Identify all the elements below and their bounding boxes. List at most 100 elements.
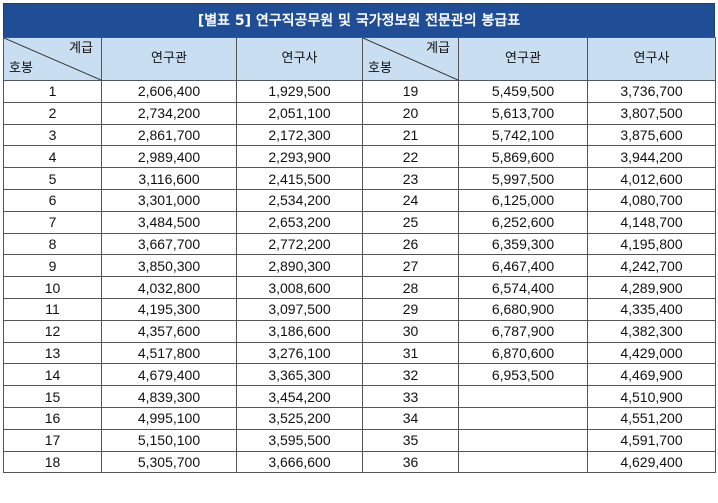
step-label: 호봉: [9, 61, 33, 76]
step-cell: 15: [3, 385, 102, 408]
step-cell: 21: [362, 123, 459, 147]
step-cell: 26: [362, 232, 459, 256]
table-row: 9 3,850,300 2,890,300 27 6,467,400 4,242,700: [3, 254, 716, 278]
researcher-salary-cell: 2,172,300: [236, 123, 363, 147]
senior-salary-cell: 4,995,100: [101, 406, 237, 430]
table-row: 10 4,032,800 3,008,600 28 6,574,400 4,289,900: [3, 276, 716, 299]
researcher-salary-cell: 1,929,500: [236, 80, 363, 103]
researcher-salary-cell: 2,293,900: [236, 145, 363, 169]
step-cell: 12: [3, 319, 102, 343]
step-cell: 7: [3, 210, 102, 234]
table-row: 3 2,861,700 2,172,300 21 5,742,100 3,875,600: [3, 123, 716, 147]
senior-salary-cell: 2,861,700: [101, 123, 237, 147]
researcher-salary-cell: 4,429,000: [587, 341, 716, 365]
table-row: 17 5,150,100 3,595,500 35 4,591,700: [3, 428, 716, 452]
senior-salary-cell: 6,574,400: [458, 276, 588, 299]
senior-salary-cell: [458, 428, 588, 452]
researcher-salary-cell: 4,591,700: [587, 428, 716, 452]
step-cell: 25: [362, 210, 459, 234]
header-senior-researcher-left: 연구관: [101, 37, 237, 81]
step-cell: 34: [362, 406, 459, 430]
senior-salary-cell: 5,997,500: [458, 167, 588, 190]
step-cell: 30: [362, 319, 459, 343]
diagonal-line: [4, 38, 101, 80]
researcher-salary-cell: 4,551,200: [587, 406, 716, 430]
researcher-salary-cell: 3,807,500: [587, 101, 716, 125]
step-label: 호봉: [368, 61, 392, 76]
header-diagonal-cell-right: 계급 호봉: [362, 37, 459, 81]
researcher-salary-cell: 2,772,200: [236, 232, 363, 256]
table-title: [별표 5] 연구직공무원 및 국가정보원 전문관의 봉급표: [3, 3, 715, 37]
senior-salary-cell: 6,787,900: [458, 319, 588, 343]
table-row: 5 3,116,600 2,415,500 23 5,997,500 4,012,600: [3, 167, 716, 190]
header-row: 계급 호봉 연구관 연구사 계급 호봉 연구관 연구사: [3, 37, 716, 81]
table-row: 18 5,305,700 3,666,600 36 4,629,400: [3, 450, 716, 474]
step-cell: 32: [362, 363, 459, 387]
researcher-salary-cell: 3,525,200: [236, 406, 363, 430]
step-cell: 2: [3, 101, 102, 125]
step-cell: 4: [3, 145, 102, 169]
senior-salary-cell: 4,517,800: [101, 341, 237, 365]
researcher-salary-cell: 4,335,400: [587, 297, 716, 321]
senior-salary-cell: 4,679,400: [101, 363, 237, 387]
researcher-salary-cell: 2,890,300: [236, 254, 363, 278]
step-cell: 20: [362, 101, 459, 125]
senior-salary-cell: 5,459,500: [458, 80, 588, 103]
grade-label: 계급: [426, 41, 450, 56]
diagonal-line: [363, 38, 458, 80]
senior-salary-cell: 2,734,200: [101, 101, 237, 125]
senior-salary-cell: 5,869,600: [458, 145, 588, 169]
step-cell: 17: [3, 428, 102, 452]
table-row: 8 3,667,700 2,772,200 26 6,359,300 4,195,800: [3, 232, 716, 256]
header-diagonal-cell-left: 계급 호봉: [3, 37, 102, 81]
senior-salary-cell: 6,252,600: [458, 210, 588, 234]
step-cell: 18: [3, 450, 102, 474]
researcher-salary-cell: 3,008,600: [236, 276, 363, 299]
senior-salary-cell: 4,195,300: [101, 297, 237, 321]
step-cell: 29: [362, 297, 459, 321]
researcher-salary-cell: 3,595,500: [236, 428, 363, 452]
senior-salary-cell: 6,870,600: [458, 341, 588, 365]
step-cell: 1: [3, 80, 102, 103]
senior-salary-cell: 6,467,400: [458, 254, 588, 278]
salary-table: 계급 호봉 연구관 연구사 계급 호봉 연구관 연구사 1 2,606,400 1,…: [3, 37, 716, 474]
senior-salary-cell: [458, 450, 588, 474]
researcher-salary-cell: 3,097,500: [236, 297, 363, 321]
step-cell: 5: [3, 167, 102, 190]
researcher-salary-cell: 4,080,700: [587, 188, 716, 212]
senior-salary-cell: 2,606,400: [101, 80, 237, 103]
step-cell: 11: [3, 297, 102, 321]
senior-salary-cell: 5,150,100: [101, 428, 237, 452]
table-row: 4 2,989,400 2,293,900 22 5,869,600 3,944,200: [3, 145, 716, 169]
researcher-salary-cell: 4,289,900: [587, 276, 716, 299]
senior-salary-cell: 6,125,000: [458, 188, 588, 212]
senior-salary-cell: 5,613,700: [458, 101, 588, 125]
senior-salary-cell: 4,357,600: [101, 319, 237, 343]
table-row: 1 2,606,400 1,929,500 19 5,459,500 3,736,700: [3, 80, 716, 103]
researcher-salary-cell: 4,242,700: [587, 254, 716, 278]
header-researcher-left: 연구사: [236, 37, 363, 81]
researcher-salary-cell: 2,051,100: [236, 101, 363, 125]
researcher-salary-cell: 3,365,300: [236, 363, 363, 387]
header-researcher-right: 연구사: [587, 37, 716, 81]
researcher-salary-cell: 3,454,200: [236, 385, 363, 408]
step-cell: 33: [362, 385, 459, 408]
step-cell: 6: [3, 188, 102, 212]
senior-salary-cell: 2,989,400: [101, 145, 237, 169]
table-row: 15 4,839,300 3,454,200 33 4,510,900: [3, 385, 716, 408]
senior-salary-cell: 3,301,000: [101, 188, 237, 212]
step-cell: 8: [3, 232, 102, 256]
senior-salary-cell: [458, 406, 588, 430]
table-row: 12 4,357,600 3,186,600 30 6,787,900 4,382,300: [3, 319, 716, 343]
step-cell: 31: [362, 341, 459, 365]
senior-salary-cell: 5,305,700: [101, 450, 237, 474]
header-senior-researcher-right: 연구관: [458, 37, 588, 81]
senior-salary-cell: 3,484,500: [101, 210, 237, 234]
step-cell: 36: [362, 450, 459, 474]
researcher-salary-cell: 4,148,700: [587, 210, 716, 234]
researcher-salary-cell: 3,276,100: [236, 341, 363, 365]
senior-salary-cell: 3,850,300: [101, 254, 237, 278]
researcher-salary-cell: 4,012,600: [587, 167, 716, 190]
step-cell: 24: [362, 188, 459, 212]
step-cell: 22: [362, 145, 459, 169]
